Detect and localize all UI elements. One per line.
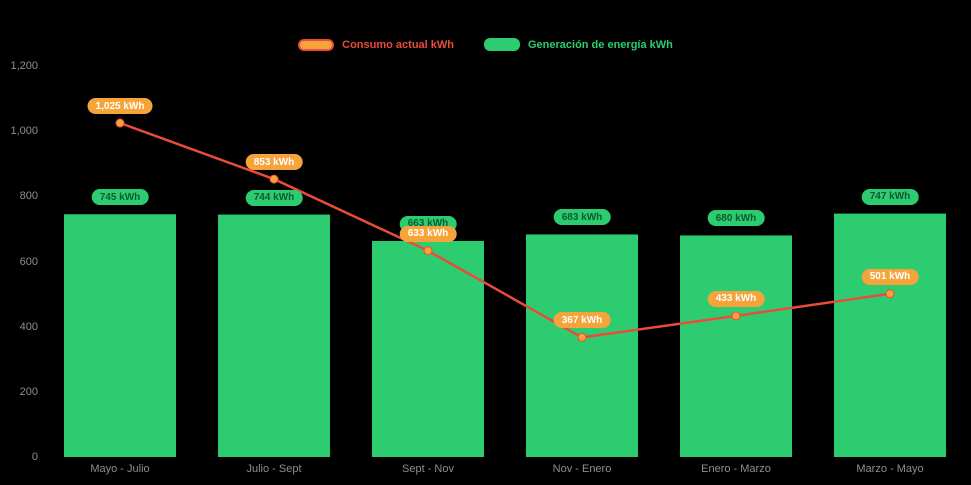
consumption-point[interactable] (269, 174, 279, 184)
legend-item-generation[interactable]: Generación de energía kWh (483, 38, 673, 51)
generation-bar[interactable] (680, 235, 792, 457)
generation-legend-label: Generación de energía kWh (527, 38, 673, 51)
chart-legend: Consumo actual kWh Generación de energía… (0, 38, 971, 51)
consumption-point[interactable] (423, 246, 433, 256)
consumption-legend-swatch (298, 38, 335, 51)
consumption-legend-label: Consumo actual kWh (342, 38, 454, 51)
consumption-point[interactable] (577, 332, 587, 342)
generation-bar[interactable] (218, 214, 330, 457)
consumption-point[interactable] (115, 118, 125, 128)
generation-bar[interactable] (526, 234, 638, 457)
consumption-point[interactable] (885, 289, 895, 299)
legend-item-consumption[interactable]: Consumo actual kWh (298, 38, 454, 51)
generation-legend-swatch (483, 38, 520, 51)
generation-bar[interactable] (834, 213, 946, 457)
generation-bar[interactable] (64, 214, 176, 457)
consumption-point[interactable] (731, 311, 741, 321)
generation-bar[interactable] (372, 240, 484, 457)
